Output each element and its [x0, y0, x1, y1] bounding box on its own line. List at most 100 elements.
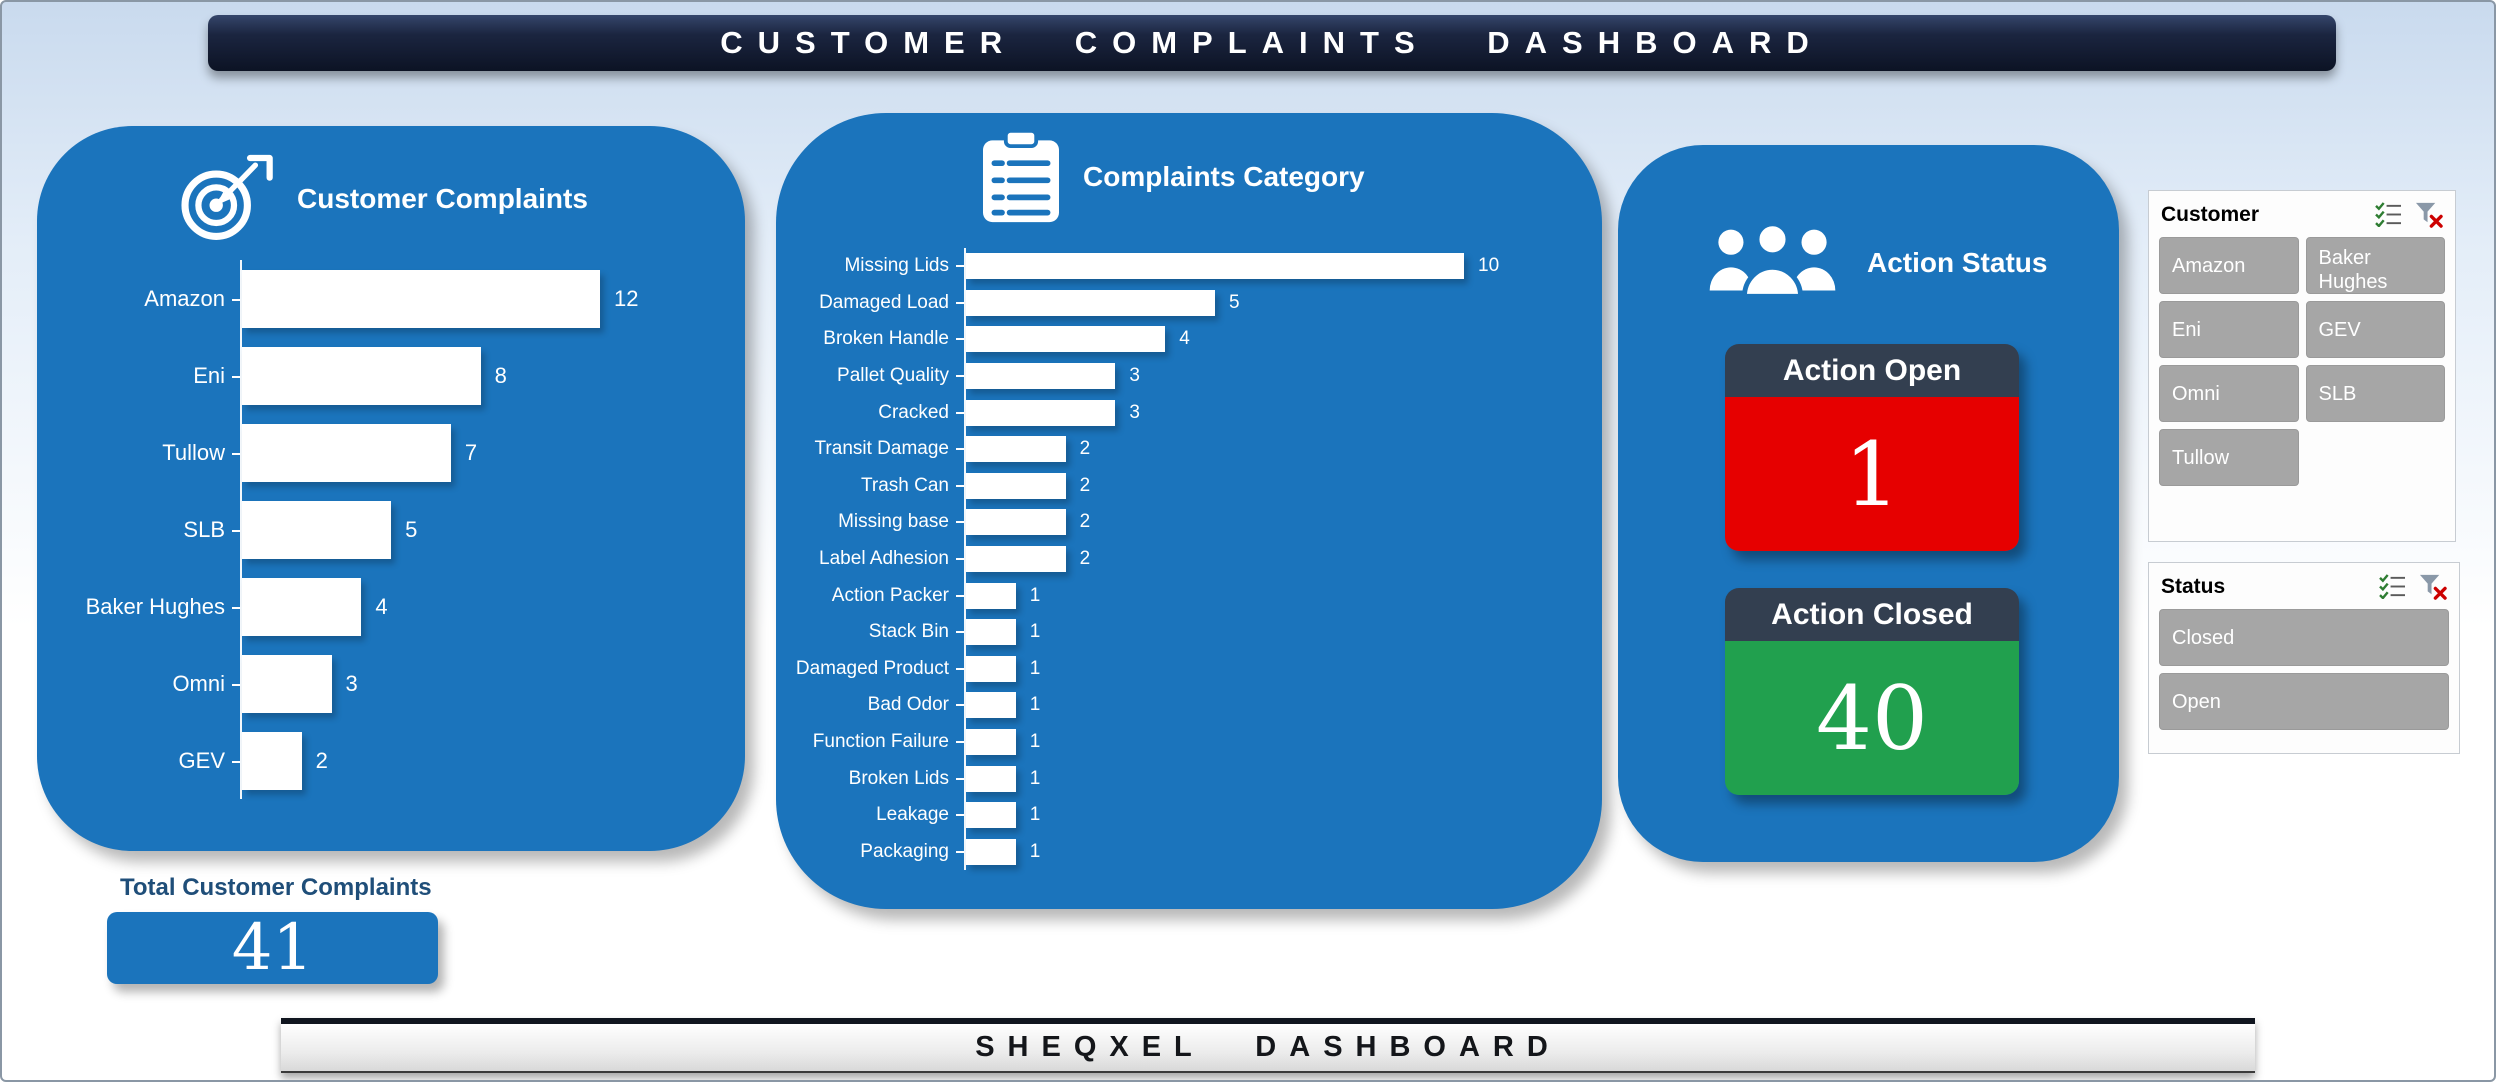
footer-banner: SHEQXEL DASHBOARD [281, 1018, 2255, 1073]
chart-bar [966, 655, 1016, 682]
slicer-button-gev[interactable]: GEV [2305, 301, 2445, 358]
slicer-button-tullow[interactable]: Tullow [2159, 429, 2299, 486]
chart-value-label: 1 [1029, 731, 1041, 753]
chart-value-label: 1 [1029, 657, 1041, 679]
slicer-button-slb[interactable]: SLB [2305, 365, 2445, 422]
chart-category-label: Eni [55, 363, 240, 389]
chart-value-label: 3 [345, 670, 358, 696]
slicer-button-omni[interactable]: Omni [2159, 365, 2299, 422]
chart-value-label: 8 [494, 362, 507, 388]
chart-row: Bad Odor 1 [784, 687, 1582, 724]
chart-category-label: Baker Hughes [55, 594, 240, 620]
action-closed-tile: Action Closed 40 [1725, 588, 2019, 795]
chart-bar [966, 619, 1016, 646]
chart-category-label: Label Adhesion [784, 548, 964, 570]
chart-row: Missing Lids 10 [784, 248, 1582, 285]
chart-value-label: 2 [1079, 511, 1091, 533]
slicer-button-open[interactable]: Open [2159, 673, 2449, 730]
multiselect-icon[interactable] [2375, 202, 2402, 227]
chart-row: Amazon 12 [55, 260, 725, 337]
chart-bar [966, 399, 1116, 426]
chart-category-label: Cracked [784, 402, 964, 424]
chart-category-label: Broken Handle [784, 328, 964, 350]
chart-row: Label Adhesion 2 [784, 540, 1582, 578]
chart-row: Trash Can 2 [784, 467, 1582, 505]
chart-category-label: Function Failure [784, 731, 964, 753]
customer-slicer-items: Amazon Baker Hughes Eni GEV Omni SLB Tullow [2159, 237, 2445, 486]
chart-row: Broken Lids 1 [784, 760, 1582, 797]
chart-row: Eni 8 [55, 337, 725, 414]
action-status-header: Action Status [1700, 217, 2047, 309]
total-complaints-value: 41 [107, 911, 438, 985]
chart-category-label: Amazon [55, 286, 240, 312]
chart-bar [966, 436, 1066, 463]
chart-category-label: SLB [55, 517, 240, 543]
chart-category-label: Broken Lids [784, 768, 964, 790]
slicer-button-eni[interactable]: Eni [2159, 301, 2299, 358]
target-icon [177, 154, 275, 244]
chart-row: Cracked 3 [784, 394, 1582, 431]
chart-category-label: Packaging [784, 841, 964, 863]
chart-row: SLB 5 [55, 491, 725, 568]
action-open-value: 1 [1725, 397, 2019, 551]
chart-plot: 1 [964, 577, 1464, 614]
chart-row: Baker Hughes 4 [55, 568, 725, 645]
customer-complaints-chart: Amazon 12 Eni 8 Tullow 7 SLB 5 Baker Hughes 4 Omni… [55, 260, 725, 799]
chart-plot: 2 [964, 467, 1464, 505]
footer-title: SHEQXEL DASHBOARD [975, 1031, 1561, 1063]
multiselect-icon[interactable] [2379, 574, 2406, 599]
chart-value-label: 1 [1029, 621, 1041, 643]
chart-bar [966, 582, 1016, 609]
customer-complaints-title: Customer Complaints [297, 183, 588, 214]
chart-row: Action Packer 1 [784, 577, 1582, 614]
slicer-button-baker-hughes[interactable]: Baker Hughes [2305, 237, 2445, 294]
slicer-button-amazon[interactable]: Amazon [2159, 237, 2299, 294]
status-slicer: Status Closed Open [2148, 562, 2460, 754]
chart-bar [966, 326, 1166, 353]
chart-bar [242, 346, 481, 405]
chart-value-label: 5 [405, 516, 418, 542]
slicer-button-closed[interactable]: Closed [2159, 609, 2449, 666]
chart-value-label: 3 [1129, 401, 1140, 423]
chart-category-label: Bad Odor [784, 694, 964, 716]
chart-bar [242, 423, 451, 482]
complaints-category-header: Complaints Category [981, 129, 1365, 224]
chart-plot: 2 [964, 540, 1464, 578]
chart-category-label: Pallet Quality [784, 365, 964, 387]
chart-value-label: 4 [1179, 328, 1190, 350]
chart-category-label: Damaged Product [784, 658, 964, 680]
chart-bar [966, 546, 1066, 573]
chart-plot: 3 [964, 394, 1464, 431]
chart-value-label: 1 [1029, 694, 1041, 716]
chart-bar [242, 731, 302, 790]
chart-category-label: Transit Damage [784, 438, 964, 460]
action-status-card: Action Status Action Open 1 Action Close… [1618, 145, 2119, 862]
chart-value-label: 10 [1478, 255, 1500, 277]
action-closed-value: 40 [1725, 641, 2019, 795]
chart-row: Omni 3 [55, 645, 725, 722]
chart-value-label: 1 [1029, 584, 1041, 606]
chart-plot: 3 [964, 357, 1464, 395]
chart-plot: 5 [240, 491, 600, 568]
chart-row: Leakage 1 [784, 796, 1582, 834]
chart-value-label: 1 [1029, 840, 1041, 862]
chart-plot: 1 [964, 650, 1464, 688]
chart-row: Function Failure 1 [784, 723, 1582, 761]
clear-filter-icon[interactable] [2414, 201, 2443, 228]
clear-filter-icon[interactable] [2418, 573, 2447, 600]
chart-bar [966, 363, 1116, 390]
chart-bar [242, 654, 332, 713]
chart-category-label: Leakage [784, 804, 964, 826]
header-banner: CUSTOMER COMPLAINTS DASHBOARD [208, 15, 2336, 71]
chart-value-label: 2 [315, 747, 328, 773]
chart-row: Packaging 1 [784, 833, 1582, 871]
chart-value-label: 2 [1079, 438, 1091, 460]
complaints-category-title: Complaints Category [1083, 160, 1365, 192]
chart-row: Damaged Load 5 [784, 284, 1582, 322]
customer-slicer: Customer Amazon Baker Hughes Eni GEV Omni SLB… [2148, 190, 2456, 542]
chart-bar [966, 838, 1016, 865]
chart-category-label: GEV [55, 748, 240, 774]
status-slicer-title: Status [2161, 574, 2226, 598]
chart-category-label: Damaged Load [784, 292, 964, 314]
chart-category-label: Action Packer [784, 585, 964, 607]
